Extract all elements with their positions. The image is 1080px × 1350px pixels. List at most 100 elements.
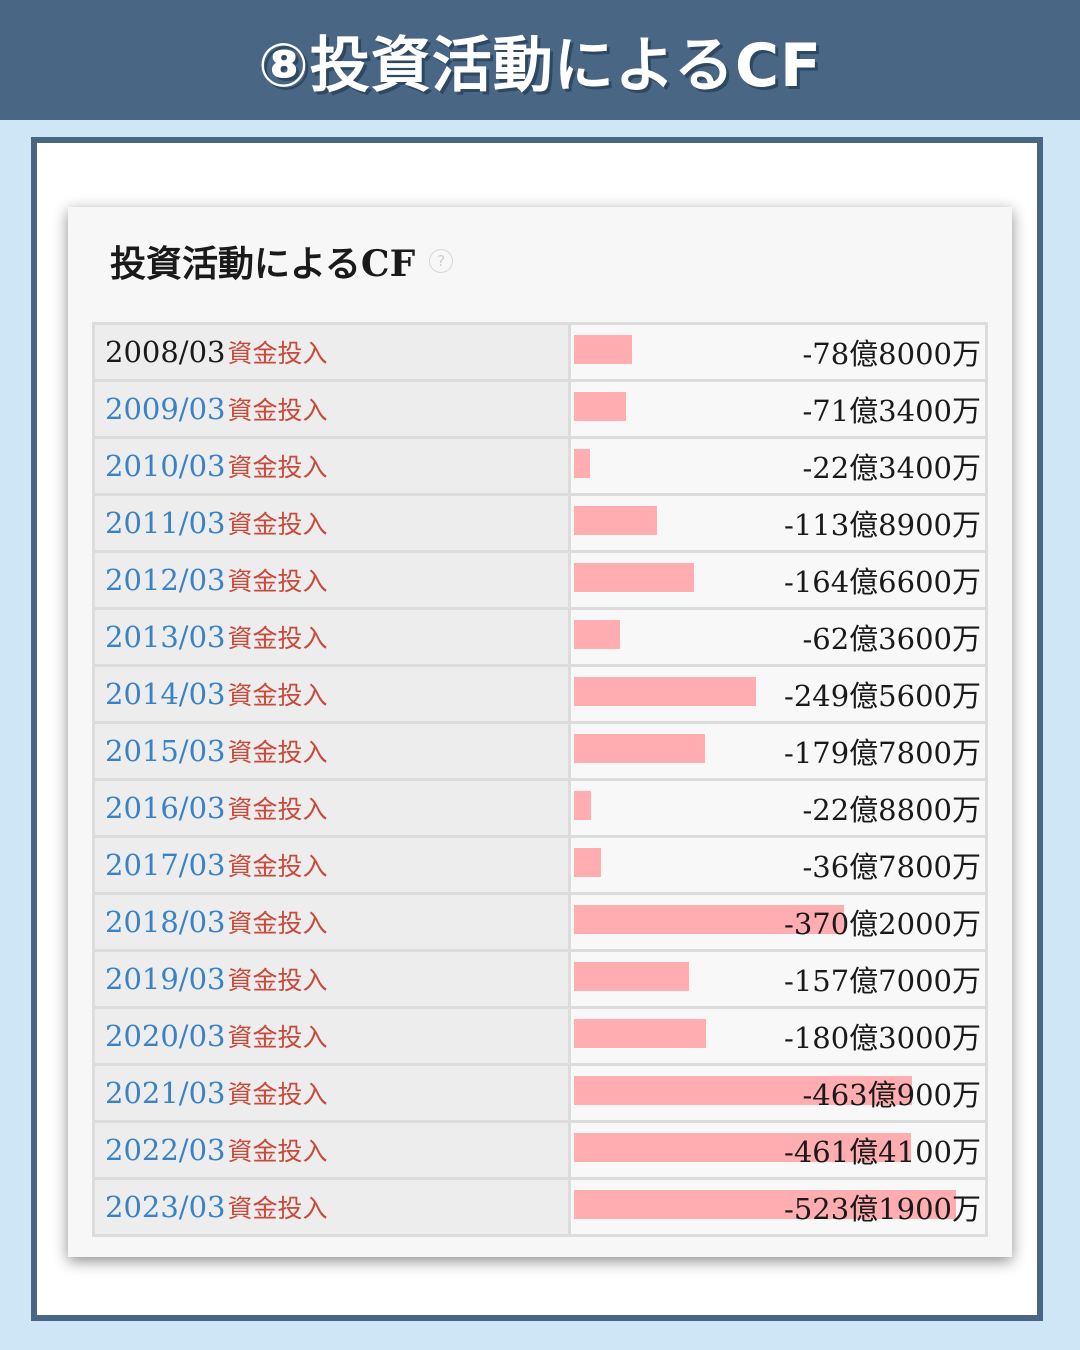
- table-row: 2011/03 資金投入 -113億8900万: [95, 493, 985, 550]
- cf-bar: [574, 335, 632, 364]
- type-label: 資金投入: [227, 681, 328, 710]
- type-label: 資金投入: [227, 339, 328, 368]
- type-label: 資金投入: [227, 1194, 328, 1223]
- cf-bar: [574, 677, 757, 706]
- type-label: 資金投入: [227, 795, 328, 824]
- type-label: 資金投入: [227, 624, 328, 653]
- bar-cell: -71億3400万: [574, 382, 985, 436]
- cf-bar: [574, 563, 695, 592]
- cf-bar: [574, 848, 601, 877]
- period-label[interactable]: 2016/03: [105, 791, 226, 825]
- cf-bar: [574, 620, 620, 649]
- bar-cell: -164億6600万: [574, 553, 985, 607]
- row-label: 2018/03 資金投入: [95, 895, 571, 949]
- cf-table: 2008/03 資金投入 -78億8000万 2009/03 資金投入 -71億3400万…: [92, 322, 988, 1237]
- bar-cell: -179億7800万: [574, 724, 985, 778]
- type-label: 資金投入: [227, 396, 328, 425]
- cf-bar: [574, 392, 627, 421]
- cf-bar: [574, 1076, 913, 1105]
- cf-bar: [574, 1133, 911, 1162]
- period-label[interactable]: 2023/03: [105, 1190, 226, 1224]
- bar-cell: -463億900万: [574, 1066, 985, 1120]
- table-row: 2017/03 資金投入 -36億7800万: [95, 835, 985, 892]
- cf-bar: [574, 905, 845, 934]
- period-label: 2008/03: [105, 335, 226, 369]
- period-label[interactable]: 2009/03: [105, 392, 226, 426]
- value-label: -249億5600万: [784, 679, 981, 713]
- table-row: 2014/03 資金投入 -249億5600万: [95, 664, 985, 721]
- period-label[interactable]: 2018/03: [105, 905, 226, 939]
- type-label: 資金投入: [227, 1137, 328, 1166]
- bar-cell: -249億5600万: [574, 667, 985, 721]
- type-label: 資金投入: [227, 1023, 328, 1052]
- cf-bar: [574, 734, 706, 763]
- table-row: 2021/03 資金投入 -463億900万: [95, 1063, 985, 1120]
- bar-cell: -523億1900万: [574, 1180, 985, 1234]
- value-label: -113億8900万: [784, 508, 981, 542]
- bar-cell: -36億7800万: [574, 838, 985, 892]
- period-label[interactable]: 2022/03: [105, 1133, 226, 1167]
- bar-cell: -461億4100万: [574, 1123, 985, 1177]
- table-row: 2023/03 資金投入 -523億1900万: [95, 1177, 985, 1234]
- cf-bar: [574, 506, 658, 535]
- value-label: -179億7800万: [784, 736, 981, 770]
- value-label: -22億8800万: [802, 793, 981, 827]
- cf-bar: [574, 791, 591, 820]
- bar-cell: -62億3600万: [574, 610, 985, 664]
- row-label: 2019/03 資金投入: [95, 952, 571, 1006]
- card-title-text: 投資活動によるCF: [110, 243, 416, 285]
- table-row: 2020/03 資金投入 -180億3000万: [95, 1006, 985, 1063]
- row-label: 2013/03 資金投入: [95, 610, 571, 664]
- table-row: 2010/03 資金投入 -22億3400万: [95, 436, 985, 493]
- bar-cell: -78億8000万: [574, 325, 985, 379]
- value-label: -164億6600万: [784, 565, 981, 599]
- period-label[interactable]: 2012/03: [105, 563, 226, 597]
- period-label[interactable]: 2017/03: [105, 848, 226, 882]
- value-label: -78億8000万: [802, 337, 981, 371]
- table-row: 2008/03 資金投入 -78億8000万: [95, 325, 985, 379]
- table-row: 2015/03 資金投入 -179億7800万: [95, 721, 985, 778]
- value-label: -22億3400万: [802, 451, 981, 485]
- type-label: 資金投入: [227, 966, 328, 995]
- cf-bar: [574, 962, 690, 991]
- value-label: -36億7800万: [802, 850, 981, 884]
- cf-card: 投資活動によるCF ? 2008/03 資金投入 -78億8000万 2009/03 資…: [68, 207, 1012, 1257]
- type-label: 資金投入: [227, 909, 328, 938]
- row-label: 2014/03 資金投入: [95, 667, 571, 721]
- period-label[interactable]: 2010/03: [105, 449, 226, 483]
- row-label: 2009/03 資金投入: [95, 382, 571, 436]
- value-label: -157億7000万: [784, 964, 981, 998]
- row-label: 2020/03 資金投入: [95, 1009, 571, 1063]
- row-label: 2017/03 資金投入: [95, 838, 571, 892]
- period-label[interactable]: 2020/03: [105, 1019, 226, 1053]
- cf-bar: [574, 1019, 706, 1048]
- row-label: 2021/03 資金投入: [95, 1066, 571, 1120]
- bar-cell: -113億8900万: [574, 496, 985, 550]
- table-row: 2018/03 資金投入 -370億2000万: [95, 892, 985, 949]
- bar-cell: -180億3000万: [574, 1009, 985, 1063]
- question-circle-icon[interactable]: ?: [429, 249, 454, 273]
- table-row: 2016/03 資金投入 -22億8800万: [95, 778, 985, 835]
- table-row: 2022/03 資金投入 -461億4100万: [95, 1120, 985, 1177]
- period-label[interactable]: 2019/03: [105, 962, 226, 996]
- period-label[interactable]: 2015/03: [105, 734, 226, 768]
- value-label: -461億4100万: [784, 1135, 981, 1169]
- type-label: 資金投入: [227, 852, 328, 881]
- type-label: 資金投入: [227, 1080, 328, 1109]
- period-label[interactable]: 2011/03: [105, 506, 226, 540]
- type-label: 資金投入: [227, 567, 328, 596]
- row-label: 2010/03 資金投入: [95, 439, 571, 493]
- page-title: ⑧投資活動によるCF: [257, 30, 823, 101]
- row-label: 2016/03 資金投入: [95, 781, 571, 835]
- row-label: 2015/03 資金投入: [95, 724, 571, 778]
- period-label[interactable]: 2021/03: [105, 1076, 226, 1110]
- row-label: 2012/03 資金投入: [95, 553, 571, 607]
- table-row: 2013/03 資金投入 -62億3600万: [95, 607, 985, 664]
- value-label: -463億900万: [802, 1078, 981, 1112]
- period-label[interactable]: 2013/03: [105, 620, 226, 654]
- table-row: 2012/03 資金投入 -164億6600万: [95, 550, 985, 607]
- bar-cell: -22億3400万: [574, 439, 985, 493]
- type-label: 資金投入: [227, 738, 328, 767]
- value-label: -523億1900万: [784, 1192, 981, 1226]
- period-label[interactable]: 2014/03: [105, 677, 226, 711]
